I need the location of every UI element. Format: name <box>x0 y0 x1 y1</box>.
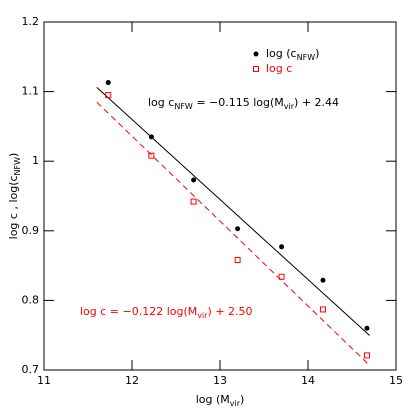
annotation-part: vir <box>284 102 295 111</box>
annotation-part: ) + 2.50 <box>208 305 253 318</box>
y-axis-label-part: NFW <box>13 157 22 176</box>
x-tick-label: 13 <box>213 374 227 387</box>
point <box>278 273 285 280</box>
legend-label-part: NFW <box>297 53 316 62</box>
y-tick-label: 0.7 <box>22 363 40 376</box>
x-tick-label: 11 <box>37 374 51 387</box>
annotation: log c = −0.122 log(Mvir) + 2.50 <box>80 305 253 320</box>
point <box>191 177 197 183</box>
annotation-part: vir <box>197 311 208 320</box>
annotation-part: ) + 2.44 <box>294 96 339 109</box>
y-tick-label: 0.8 <box>22 293 40 306</box>
point <box>148 134 154 140</box>
point <box>105 80 111 86</box>
point <box>363 352 370 359</box>
point <box>234 257 241 264</box>
x-axis-label-part: ) <box>240 393 244 406</box>
legend-label-part: log (c <box>266 47 297 60</box>
fit-line <box>96 101 370 366</box>
y-tick-label: 1.2 <box>22 15 40 28</box>
y-axis-label-part: ) <box>7 153 20 157</box>
y-axis-label-part: log c , log(c <box>7 175 20 239</box>
point <box>319 306 326 313</box>
x-tick-label: 14 <box>301 374 315 387</box>
x-tick-label: 15 <box>389 374 403 387</box>
point <box>364 325 370 331</box>
annotation-part: log c <box>148 96 174 109</box>
x-axis-label-part: vir <box>230 399 241 408</box>
fit-line <box>96 87 370 336</box>
legend-marker <box>253 66 259 72</box>
annotation-part: log c = −0.122 log(M <box>80 305 197 318</box>
point <box>190 198 197 205</box>
legend-label: log c <box>266 62 292 75</box>
y-tick-label: 1.1 <box>22 85 40 98</box>
point <box>235 226 241 232</box>
y-tick-label: 1 <box>32 154 39 167</box>
x-tick-label: 12 <box>125 374 139 387</box>
annotation: log cNFW = −0.115 log(Mvir) + 2.44 <box>148 96 339 111</box>
point <box>148 152 155 159</box>
legend-label: log (cNFW) <box>266 47 319 62</box>
legend-label-part: log c <box>266 62 292 75</box>
annotation-part: NFW <box>174 102 193 111</box>
y-axis-label: log c , log(cNFW) <box>7 153 22 240</box>
x-axis-label-part: log (M <box>196 393 230 406</box>
y-tick-label: 0.9 <box>22 224 40 237</box>
point <box>320 277 326 283</box>
point <box>105 92 112 99</box>
annotation-part: = −0.115 log(M <box>193 96 284 109</box>
x-axis-label: log (Mvir) <box>196 393 245 408</box>
legend-marker <box>253 51 259 57</box>
legend-label-part: ) <box>315 47 319 60</box>
point <box>279 244 285 250</box>
